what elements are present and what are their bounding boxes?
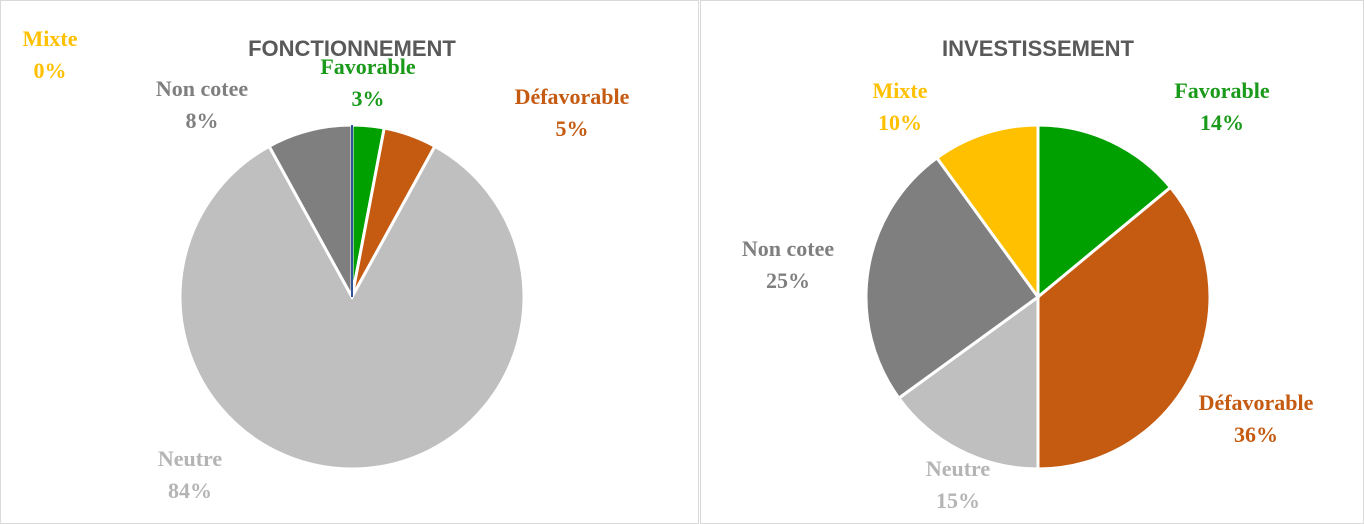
pie-slice	[178, 144, 526, 471]
slice-label: Défavorable	[1199, 390, 1314, 415]
pie-slice	[934, 123, 1040, 302]
slice-value: 15%	[936, 488, 980, 513]
pie-slice	[864, 155, 1041, 401]
pie-slice	[1036, 123, 1173, 301]
slice-value: 5%	[556, 116, 589, 141]
slice-label: Mixte	[23, 26, 78, 51]
slice-label: Non cotee	[156, 76, 248, 101]
slice-value: 10%	[878, 110, 922, 135]
slice-label: Neutre	[158, 446, 223, 471]
slice-label: Favorable	[320, 54, 416, 79]
slice-label: Favorable	[1174, 78, 1270, 103]
pie-slice	[896, 294, 1040, 471]
chart-title: INVESTISSEMENT	[942, 36, 1134, 61]
slice-label: Non cotee	[742, 236, 834, 261]
slice-value: 8%	[186, 108, 219, 133]
slice-value: 25%	[766, 268, 810, 293]
pie-slice	[1036, 185, 1212, 471]
slice-value: 0%	[34, 58, 67, 83]
slice-label: Défavorable	[515, 84, 630, 109]
slice-label: Mixte	[873, 78, 928, 103]
slice-value: 3%	[352, 86, 385, 111]
chart-title: FONCTIONNEMENT	[248, 36, 456, 61]
slice-label: Neutre	[926, 456, 991, 481]
slice-value: 14%	[1200, 110, 1244, 135]
slice-value: 36%	[1234, 422, 1278, 447]
slice-value: 84%	[168, 478, 212, 503]
